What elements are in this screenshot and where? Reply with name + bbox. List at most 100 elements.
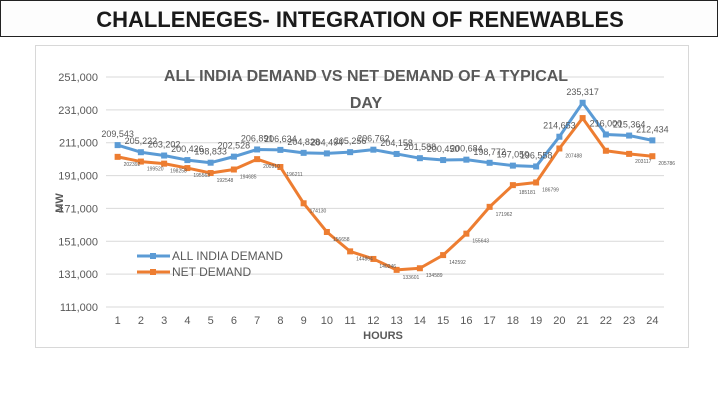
data-label-net-demand: 140246 [379,264,396,270]
data-point-net-demand [533,179,540,186]
x-axis-label: HOURS [363,330,403,342]
chart-title-line-1: ALL INDIA DEMAND VS NET DEMAND OF A TYPI… [164,68,568,85]
data-point-net-demand [230,166,237,173]
x-tick-label: 17 [484,315,496,327]
data-labels: 209,543205,222203,202200,426198,833202,5… [101,87,675,281]
data-label-net-demand: 207488 [565,153,582,159]
data-label-demand: 202,528 [218,141,251,151]
x-tick-label: 4 [184,315,190,327]
data-point-net-demand [579,115,586,122]
data-point-demand [463,156,470,163]
data-point-demand [393,150,400,157]
data-label-demand: 203,202 [148,140,181,150]
data-label-net-demand: 133601 [403,275,420,281]
data-point-net-demand [347,248,354,255]
data-point-demand [626,132,633,139]
data-label-demand: 200,450 [427,144,460,154]
legend-label-demand: ALL INDIA DEMAND [172,249,283,263]
x-tick-label: 19 [530,315,542,327]
x-tick-label: 9 [301,315,307,327]
data-label-net-demand: 194685 [240,175,257,181]
legend-item-demand: ALL INDIA DEMAND [137,249,283,263]
data-label-net-demand: 202392 [124,162,141,168]
data-label-demand: 204,158 [380,138,413,148]
data-label-net-demand: 185181 [519,190,536,196]
data-point-net-demand [300,200,307,207]
data-point-net-demand [254,156,261,163]
data-point-net-demand [649,153,656,160]
x-tick-label: 23 [623,315,635,327]
data-point-demand [184,157,191,164]
legend-item-net-demand: NET DEMAND [137,265,251,279]
y-tick-label: 111,000 [60,302,98,314]
data-label-demand: 198,833 [194,147,227,157]
data-point-net-demand [509,182,516,189]
data-point-demand [486,159,493,166]
y-tick-label: 251,000 [58,72,98,84]
data-label-demand: 205,222 [125,136,158,146]
data-label-demand: 204,828 [287,137,320,147]
x-tick-label: 2 [138,315,144,327]
data-point-net-demand [602,147,609,154]
x-tick-label: 15 [437,315,449,327]
data-label-net-demand: 195563 [193,173,210,179]
data-label-demand: 205,256 [334,136,367,146]
data-label-net-demand: 196211 [286,172,303,178]
data-label-net-demand: 198258 [170,169,187,175]
y-tick-label: 151,000 [58,236,98,248]
data-label-net-demand: 199520 [147,167,164,173]
y-tick-label: 191,000 [58,171,98,183]
data-point-demand [161,152,168,159]
data-label-demand: 214,653 [543,121,576,131]
data-point-demand [347,149,354,156]
data-label-demand: 206,762 [357,134,390,144]
data-point-demand [579,99,586,106]
x-tick-label: 6 [231,315,237,327]
x-tick-label: 5 [208,315,214,327]
data-point-demand [230,153,237,160]
x-tick-label: 7 [254,315,260,327]
x-tick-label: 1 [115,315,121,327]
legend-marker-net-demand [150,269,156,275]
series-line-demand [117,101,653,168]
data-point-net-demand [463,230,470,237]
x-axis-ticks: 1 2 3 4 5 6 7 8 9 10 11 12 13 14 15 16 17 18 19 20 21 22 23 24 [115,315,659,327]
x-tick-label: 12 [367,315,379,327]
data-point-demand [649,137,656,144]
data-label-demand: 200,426 [171,144,204,154]
chart-panel: 111,000 131,000 151,000 171,000 191,000 211,0… [35,45,689,348]
data-label-net-demand: 156658 [333,237,350,243]
data-point-net-demand [277,164,284,171]
y-tick-label: 211,000 [59,138,98,150]
data-label-net-demand: 142592 [449,260,466,266]
data-label-demand: 209,543 [101,129,134,139]
data-point-net-demand [416,265,423,272]
data-point-demand [416,155,423,162]
grid-lines [106,76,664,308]
data-label-net-demand: 205786 [658,161,675,167]
slide-title-bar: CHALLENEGES- INTEGRATION OF RENEWABLES [0,0,718,37]
x-tick-label: 18 [507,315,519,327]
legend-marker-demand [150,253,156,259]
data-label-demand: 197,050 [497,150,530,160]
data-point-demand [277,146,284,153]
x-tick-label: 3 [161,315,167,327]
x-tick-label: 20 [553,315,565,327]
data-point-net-demand [370,255,377,262]
data-point-net-demand [393,266,400,273]
legend: ALL INDIA DEMAND NET DEMAND [137,249,283,279]
data-point-net-demand [440,252,447,259]
x-tick-label: 16 [460,315,472,327]
x-tick-label: 22 [600,315,612,327]
data-point-net-demand [161,160,168,167]
data-label-net-demand: 144864 [356,256,373,262]
slide-title: CHALLENEGES- INTEGRATION OF RENEWABLES [96,7,624,32]
data-point-net-demand [207,170,214,177]
data-label-demand: 215,364 [613,120,646,130]
data-label-net-demand: 203117 [635,159,652,165]
data-label-demand: 198,772 [473,147,506,157]
series-line-net-demand [117,116,653,272]
y-axis-label: MW [54,193,66,213]
data-point-demand [509,162,516,169]
data-point-demand [207,159,214,166]
